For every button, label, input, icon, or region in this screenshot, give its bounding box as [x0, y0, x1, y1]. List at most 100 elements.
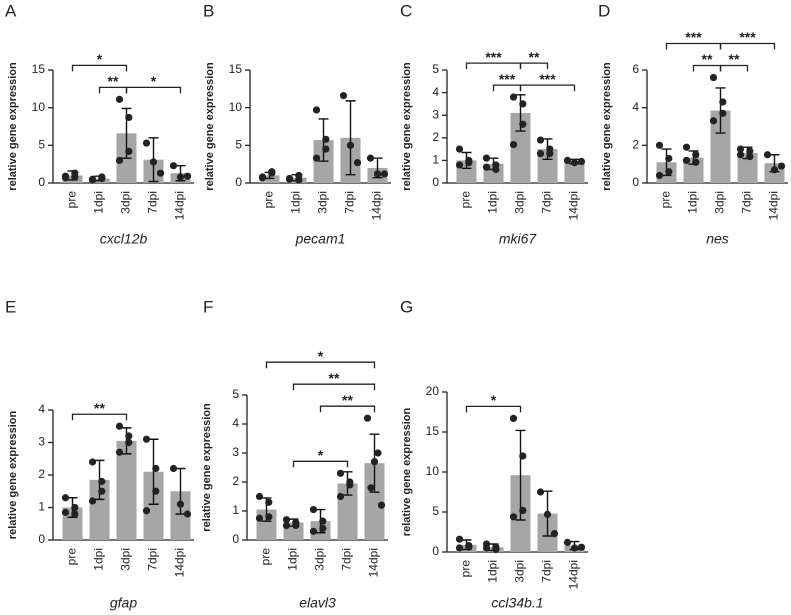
data-point	[319, 517, 327, 525]
bar	[89, 479, 110, 540]
data-point	[115, 422, 124, 430]
data-point	[719, 109, 727, 117]
data-point	[370, 458, 379, 466]
data-point	[719, 98, 727, 106]
significance-bracket	[292, 460, 349, 468]
y-tick-label: 6	[632, 62, 639, 76]
y-tick-label: 3	[432, 107, 439, 121]
data-point	[125, 113, 133, 122]
data-point	[322, 135, 330, 143]
y-tick-label: 0	[235, 175, 242, 189]
gene-label: elavl3	[299, 595, 336, 611]
significance-label: *	[491, 392, 497, 408]
gene-label: pecam1	[295, 231, 346, 247]
x-tick-label: 7dpi	[540, 560, 554, 583]
data-point	[682, 156, 691, 164]
panel-letter: D	[598, 1, 610, 20]
data-point	[577, 543, 586, 551]
y-tick-label: 5	[232, 387, 239, 401]
y-tick-label: 10	[426, 464, 440, 478]
data-point	[319, 524, 327, 533]
data-point	[282, 521, 291, 530]
y-tick-label: 4	[632, 100, 639, 114]
data-point	[770, 166, 779, 174]
data-point	[570, 159, 579, 167]
data-point	[519, 100, 527, 108]
x-tick-label: 1dpi	[486, 560, 500, 583]
x-tick-label: 1dpi	[289, 191, 303, 214]
data-point	[465, 543, 473, 551]
data-point	[536, 136, 545, 144]
data-point	[142, 507, 151, 515]
y-tick-label: 5	[38, 138, 45, 152]
x-tick-label: 7dpi	[740, 191, 754, 214]
data-point	[509, 140, 518, 149]
data-point	[692, 158, 700, 166]
y-tick-label: 4	[38, 402, 45, 416]
data-point	[353, 159, 362, 167]
x-tick-label: 14dpi	[767, 191, 781, 220]
bar	[364, 463, 385, 540]
data-point	[665, 154, 673, 163]
x-tick-label: pre	[65, 191, 79, 209]
data-point	[709, 117, 718, 125]
significance-label: *	[151, 73, 157, 89]
y-tick-label: 3	[232, 445, 239, 459]
error-bar	[515, 429, 526, 521]
x-tick-label: pre	[459, 191, 473, 209]
bar	[116, 440, 137, 540]
x-tick-label: 7dpi	[340, 548, 354, 571]
data-point	[156, 169, 165, 177]
data-point	[509, 513, 518, 521]
data-point	[346, 141, 355, 149]
data-point	[265, 498, 273, 506]
y-axis-label: relative gene expression	[401, 62, 413, 191]
data-point	[169, 162, 178, 170]
error-bar	[345, 100, 356, 176]
x-tick-label: 1dpi	[92, 548, 106, 571]
data-point	[543, 510, 552, 518]
significance-label: ***	[739, 29, 756, 45]
data-point	[125, 438, 133, 447]
x-tick-label: 7dpi	[146, 191, 160, 214]
data-point	[88, 175, 97, 183]
significance-label: ***	[499, 71, 516, 87]
data-point	[346, 481, 354, 489]
x-tick-label: 1dpi	[486, 191, 500, 214]
significance-bracket	[71, 413, 128, 421]
panel-letter: C	[400, 1, 412, 20]
y-axis-label: relative gene expression	[601, 62, 613, 191]
significance-label: ***	[485, 49, 502, 65]
data-point	[125, 147, 133, 155]
bar	[537, 149, 558, 183]
data-point	[519, 120, 527, 128]
y-tick-label: 1	[432, 153, 439, 167]
data-point	[577, 157, 586, 166]
data-point	[176, 500, 185, 508]
data-point	[665, 168, 673, 176]
bar	[737, 152, 758, 183]
data-point	[682, 143, 691, 151]
significance-label: **	[702, 51, 713, 67]
y-tick-label: 15	[229, 62, 243, 76]
significance-bracket	[719, 64, 749, 72]
data-point	[268, 168, 276, 176]
data-point	[482, 544, 491, 552]
y-tick-label: 0	[432, 544, 439, 558]
x-tick-label: 3dpi	[119, 191, 133, 214]
data-point	[777, 162, 786, 170]
data-point	[336, 492, 345, 501]
x-tick-label: 14dpi	[567, 191, 581, 220]
data-point	[98, 477, 106, 486]
x-tick-label: 14dpi	[370, 191, 384, 220]
data-point	[455, 145, 464, 153]
data-point	[142, 139, 151, 147]
data-point	[563, 156, 572, 164]
x-tick-label: pre	[659, 191, 673, 209]
data-point	[169, 464, 178, 473]
data-point	[455, 544, 464, 552]
significance-bracket	[519, 62, 549, 70]
y-tick-label: 5	[432, 504, 439, 518]
significance-label: **	[108, 73, 119, 89]
